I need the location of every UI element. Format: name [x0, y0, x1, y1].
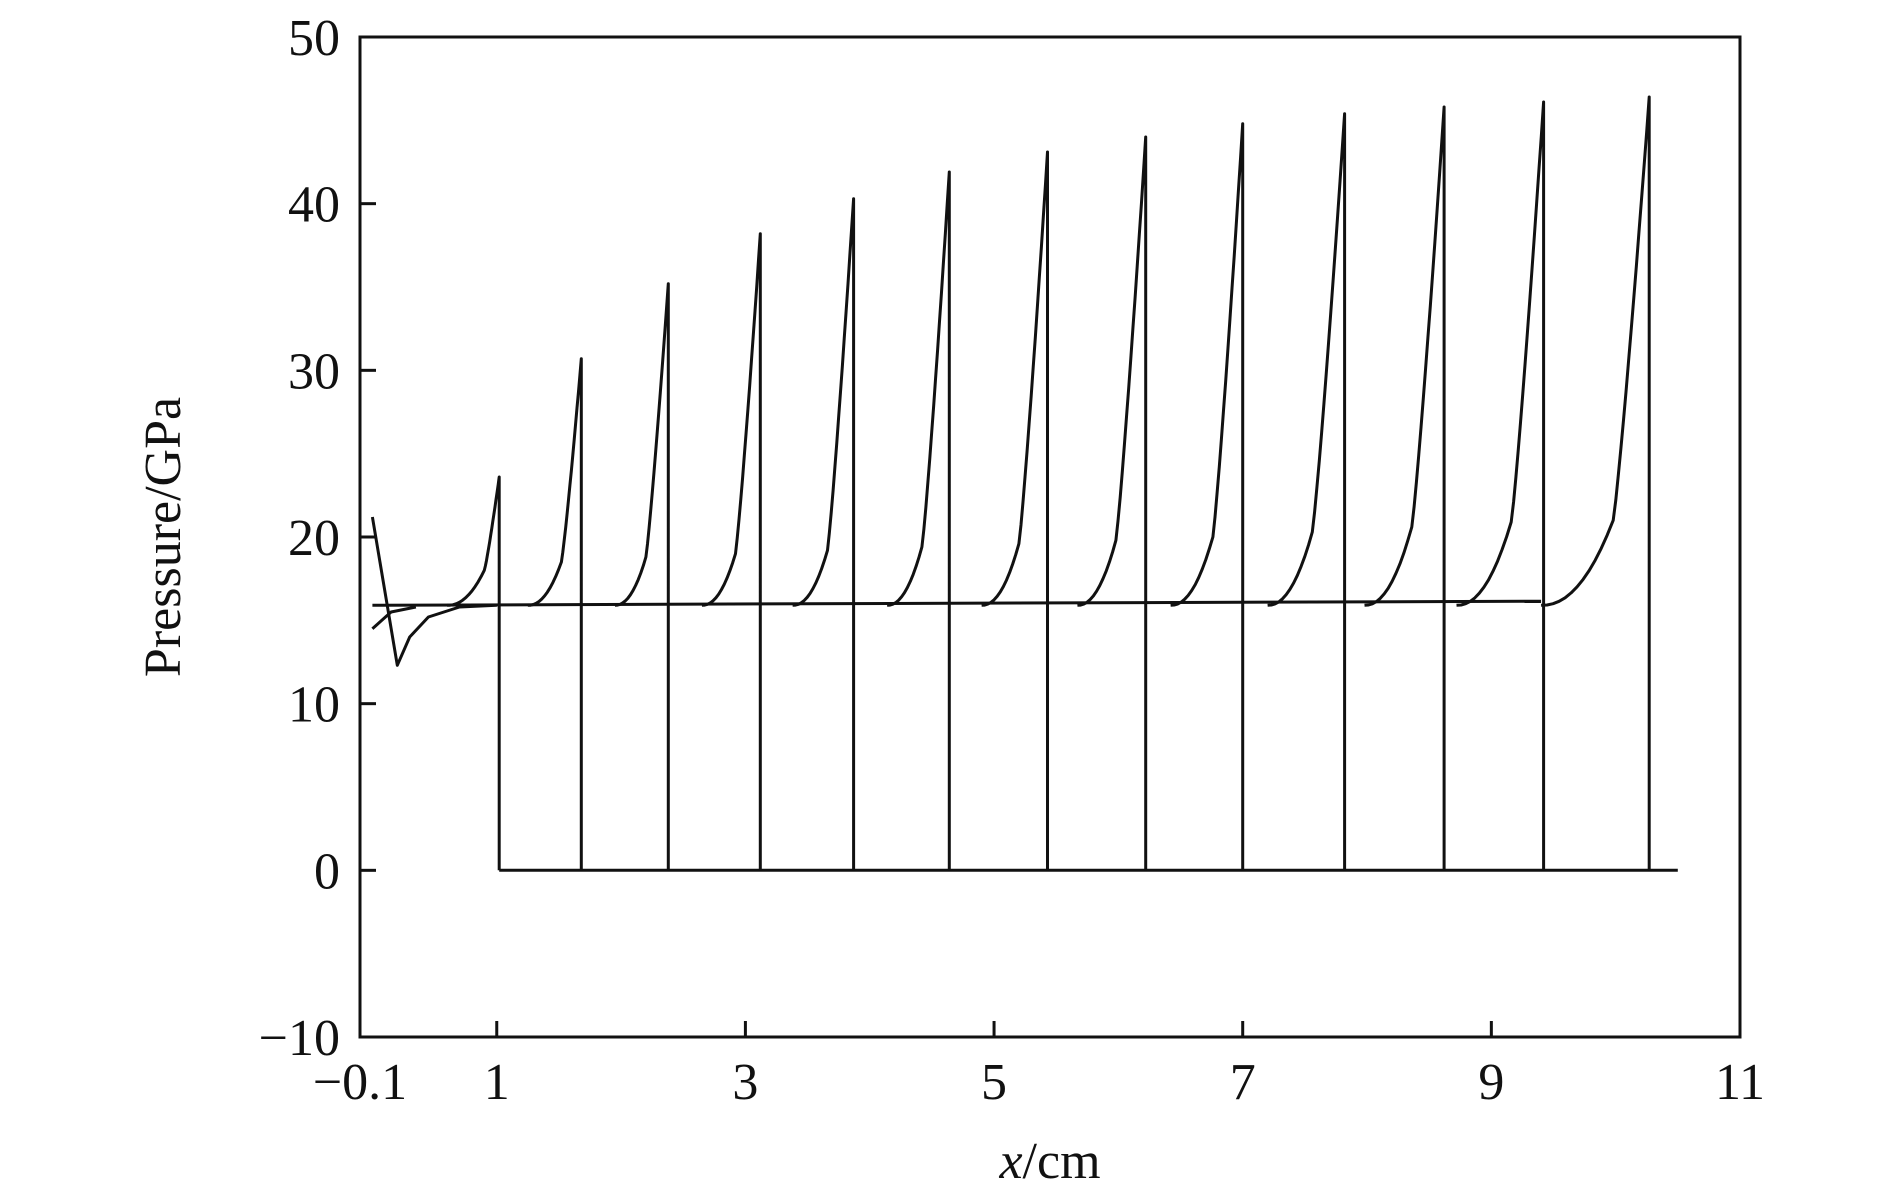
y-tick-label: 0 [314, 843, 340, 900]
y-tick-label: 20 [288, 510, 340, 567]
y-tick-label: −10 [259, 1010, 340, 1067]
x-axis-label-unit: /cm [1023, 1133, 1101, 1190]
pressure-pulse-curve [981, 150, 1049, 871]
x-tick-label: 1 [484, 1054, 510, 1111]
pressure-pulse-curve [1456, 100, 1546, 871]
x-axis-label: x/cm [998, 1133, 1100, 1190]
y-tick-label: 50 [288, 10, 340, 67]
initial-transient-curve-2 [371, 605, 417, 630]
initial-transient-curve [370, 516, 497, 667]
pressure-pulse-curve [792, 197, 856, 871]
pressure-pulse-curve [446, 475, 501, 871]
x-tick-label: 9 [1478, 1054, 1504, 1111]
y-tick-label: 30 [288, 343, 340, 400]
ticks-group: −0.1 1 3 5 7 9 11 −10 0 10 20 30 40 50 [259, 10, 1765, 1111]
pressure-pulse-curve [1364, 105, 1446, 871]
x-axis-label-var: x [998, 1133, 1022, 1190]
pressure-pulse-curve [1077, 135, 1148, 871]
x-tick-label: 7 [1230, 1054, 1256, 1111]
baseline-line [372, 599, 1542, 607]
pressure-pulse-curve [527, 357, 583, 871]
x-tick-label: 11 [1715, 1054, 1765, 1111]
pressure-pulse-curve [701, 232, 762, 871]
pressure-pulse-curve [614, 282, 670, 871]
y-tick-label: 40 [288, 177, 340, 234]
curves-group [370, 95, 1678, 872]
pressure-pulse-curve [1170, 122, 1245, 871]
x-tick-label: 5 [981, 1054, 1007, 1111]
plot-frame [358, 35, 1742, 1039]
x-tick-label: 3 [732, 1054, 758, 1111]
pressure-pulse-curve [1541, 95, 1651, 871]
pressure-pulse-curve [886, 170, 951, 871]
pressure-pulse-curve [1267, 112, 1347, 871]
y-tick-label: 10 [288, 677, 340, 734]
y-axis-label: Pressure/GPa [135, 397, 192, 677]
x-tick-label: −0.1 [313, 1054, 407, 1111]
